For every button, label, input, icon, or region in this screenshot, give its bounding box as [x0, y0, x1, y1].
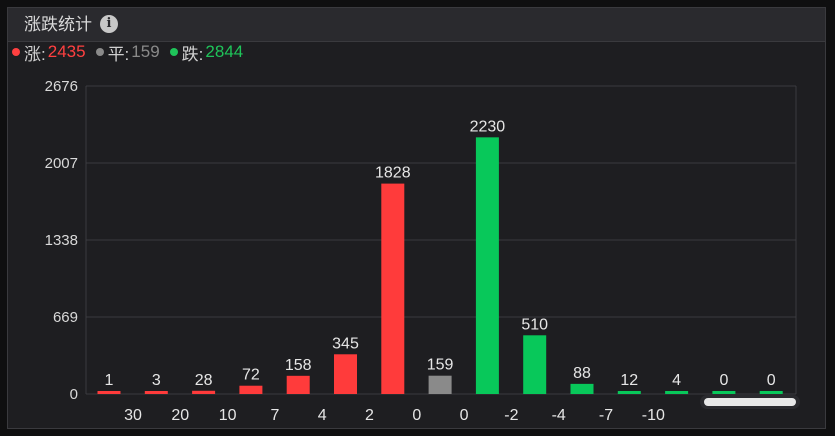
- y-tick-label: 0: [70, 386, 78, 403]
- legend: 涨: 2435 平: 159 跌: 2844: [12, 40, 253, 65]
- legend-label-flat: 平:: [107, 44, 130, 64]
- y-tick-label: 2007: [45, 155, 78, 172]
- bar: [381, 183, 405, 394]
- legend-item-flat: 平: 159: [95, 40, 160, 65]
- data-label: 12: [620, 372, 638, 389]
- legend-item-fall: 跌: 2844: [169, 40, 244, 65]
- data-label: 0: [719, 372, 728, 389]
- x-tick-label: 0: [412, 407, 421, 424]
- bar: [97, 391, 121, 394]
- legend-item-rise: 涨: 2435: [12, 40, 86, 65]
- bar: [523, 335, 547, 394]
- x-tick-label: 2: [365, 407, 374, 424]
- bar: [192, 390, 216, 394]
- bar: [759, 391, 783, 394]
- x-tick-label: 7: [270, 407, 279, 424]
- panel-header: 涨跌统计 i: [8, 8, 825, 42]
- bar: [665, 391, 689, 394]
- x-tick-label: 4: [318, 407, 327, 424]
- scrollbar-thumb[interactable]: [704, 398, 796, 406]
- y-tick-label: 2676: [45, 78, 78, 95]
- info-icon[interactable]: i: [100, 15, 118, 33]
- data-label: 2230: [470, 118, 506, 135]
- data-label: 28: [195, 372, 213, 389]
- data-label: 4: [672, 372, 681, 389]
- bar: [475, 137, 499, 395]
- data-label: 510: [521, 316, 548, 333]
- x-tick-label: 10: [219, 407, 237, 424]
- legend-dot-flat: [95, 48, 104, 56]
- y-tick-label: 1338: [45, 232, 78, 249]
- legend-dot-rise: [12, 48, 20, 56]
- legend-label-rise: 涨:: [24, 44, 46, 64]
- bar: [712, 391, 736, 394]
- bar: [617, 391, 641, 394]
- bar: [144, 391, 168, 394]
- x-tick-label: -4: [552, 407, 566, 424]
- panel-title: 涨跌统计: [24, 15, 92, 34]
- data-label: 3: [152, 372, 161, 389]
- x-tick-label: 20: [171, 407, 189, 424]
- bar: [334, 354, 357, 394]
- data-label: 0: [767, 372, 776, 389]
- bar: [286, 375, 310, 394]
- x-tick-label: -7: [599, 407, 613, 424]
- data-label: 345: [332, 335, 359, 352]
- bar: [570, 383, 594, 394]
- x-tick-label: 0: [460, 407, 469, 424]
- x-tick-label: 30: [124, 407, 142, 424]
- x-tick-label: -2: [504, 407, 518, 424]
- x-tick-label: -10: [642, 407, 665, 424]
- y-tick-label: 669: [53, 309, 78, 326]
- legend-value-rise: 2435: [47, 42, 86, 61]
- stats-panel: 涨跌统计 i: [7, 7, 826, 429]
- data-label: 1828: [375, 165, 411, 182]
- legend-value-flat: 159: [131, 42, 160, 61]
- data-label: 72: [242, 367, 260, 384]
- data-label: 1: [105, 372, 114, 389]
- legend-dot-fall: [169, 48, 178, 56]
- chart-scrollbar[interactable]: [700, 395, 800, 409]
- data-label: 159: [427, 357, 454, 374]
- legend-label-fall: 跌:: [181, 44, 204, 64]
- bar: [428, 375, 452, 394]
- data-label: 88: [573, 365, 591, 382]
- legend-value-fall: 2844: [205, 42, 244, 61]
- data-label: 158: [285, 357, 312, 374]
- bar: [239, 385, 263, 394]
